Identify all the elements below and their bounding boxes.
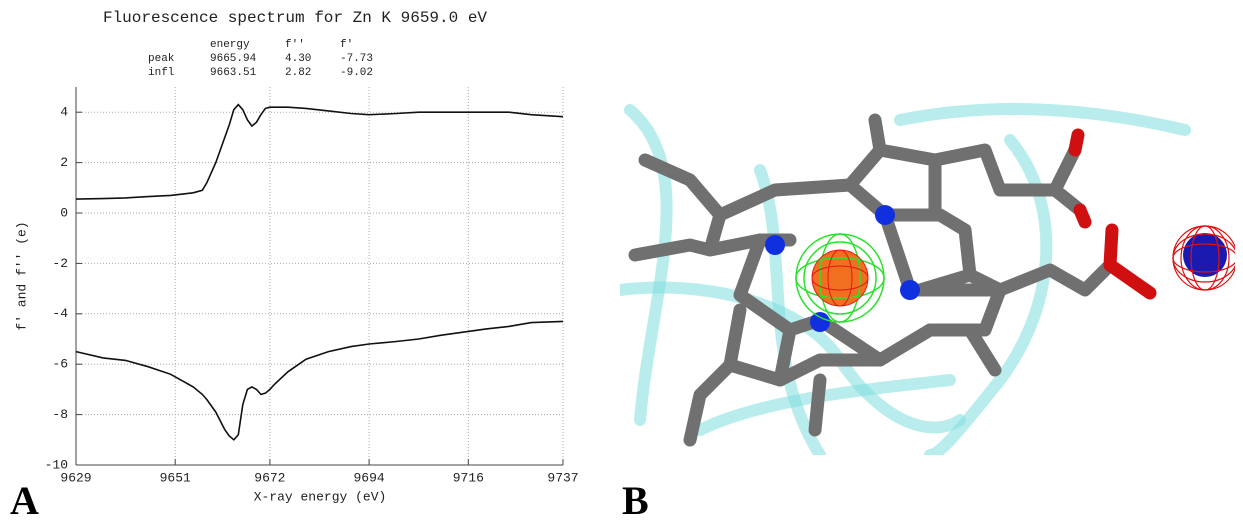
chart-title: Fluorescence spectrum for Zn K 9659.0 eV xyxy=(103,9,487,27)
table-cell: 9663.51 xyxy=(210,67,257,79)
table-header: energy xyxy=(210,39,250,51)
panel-label: B xyxy=(622,478,649,523)
x-tick-label: 9694 xyxy=(353,470,384,485)
figure: Fluorescence spectrum for Zn K 9659.0 eV… xyxy=(0,0,1243,525)
data-line xyxy=(76,321,563,439)
table-cell: -9.02 xyxy=(340,67,373,79)
x-tick-label: 9651 xyxy=(160,470,191,485)
table-header: f'' xyxy=(285,39,305,51)
molecule-image xyxy=(620,100,1237,455)
x-tick-label: 9737 xyxy=(547,470,578,485)
panel-label: A xyxy=(10,478,39,523)
y-tick-label: -6 xyxy=(52,357,68,372)
data-line xyxy=(76,105,563,200)
y-tick-label: -4 xyxy=(52,306,68,321)
table-cell: infl xyxy=(148,67,174,79)
y-tick-label: 0 xyxy=(60,205,68,220)
y-tick-label: -2 xyxy=(52,256,68,271)
y-tick-label: -8 xyxy=(52,407,68,422)
table-cell: 2.82 xyxy=(285,67,311,79)
x-tick-label: 9672 xyxy=(254,470,285,485)
y-tick-label: 4 xyxy=(60,105,68,120)
table-cell: peak xyxy=(148,53,175,65)
table-cell: 9665.94 xyxy=(210,53,257,65)
table-cell: 4.30 xyxy=(285,53,311,65)
x-axis-label: X-ray energy (eV) xyxy=(254,489,387,504)
y-tick-label: 2 xyxy=(60,155,68,170)
x-tick-label: 9716 xyxy=(453,470,484,485)
y-axis-label: f' and f'' (e) xyxy=(14,221,29,330)
table-cell: -7.73 xyxy=(340,53,373,65)
table-header: f' xyxy=(340,39,353,51)
x-tick-label: 9629 xyxy=(60,470,91,485)
